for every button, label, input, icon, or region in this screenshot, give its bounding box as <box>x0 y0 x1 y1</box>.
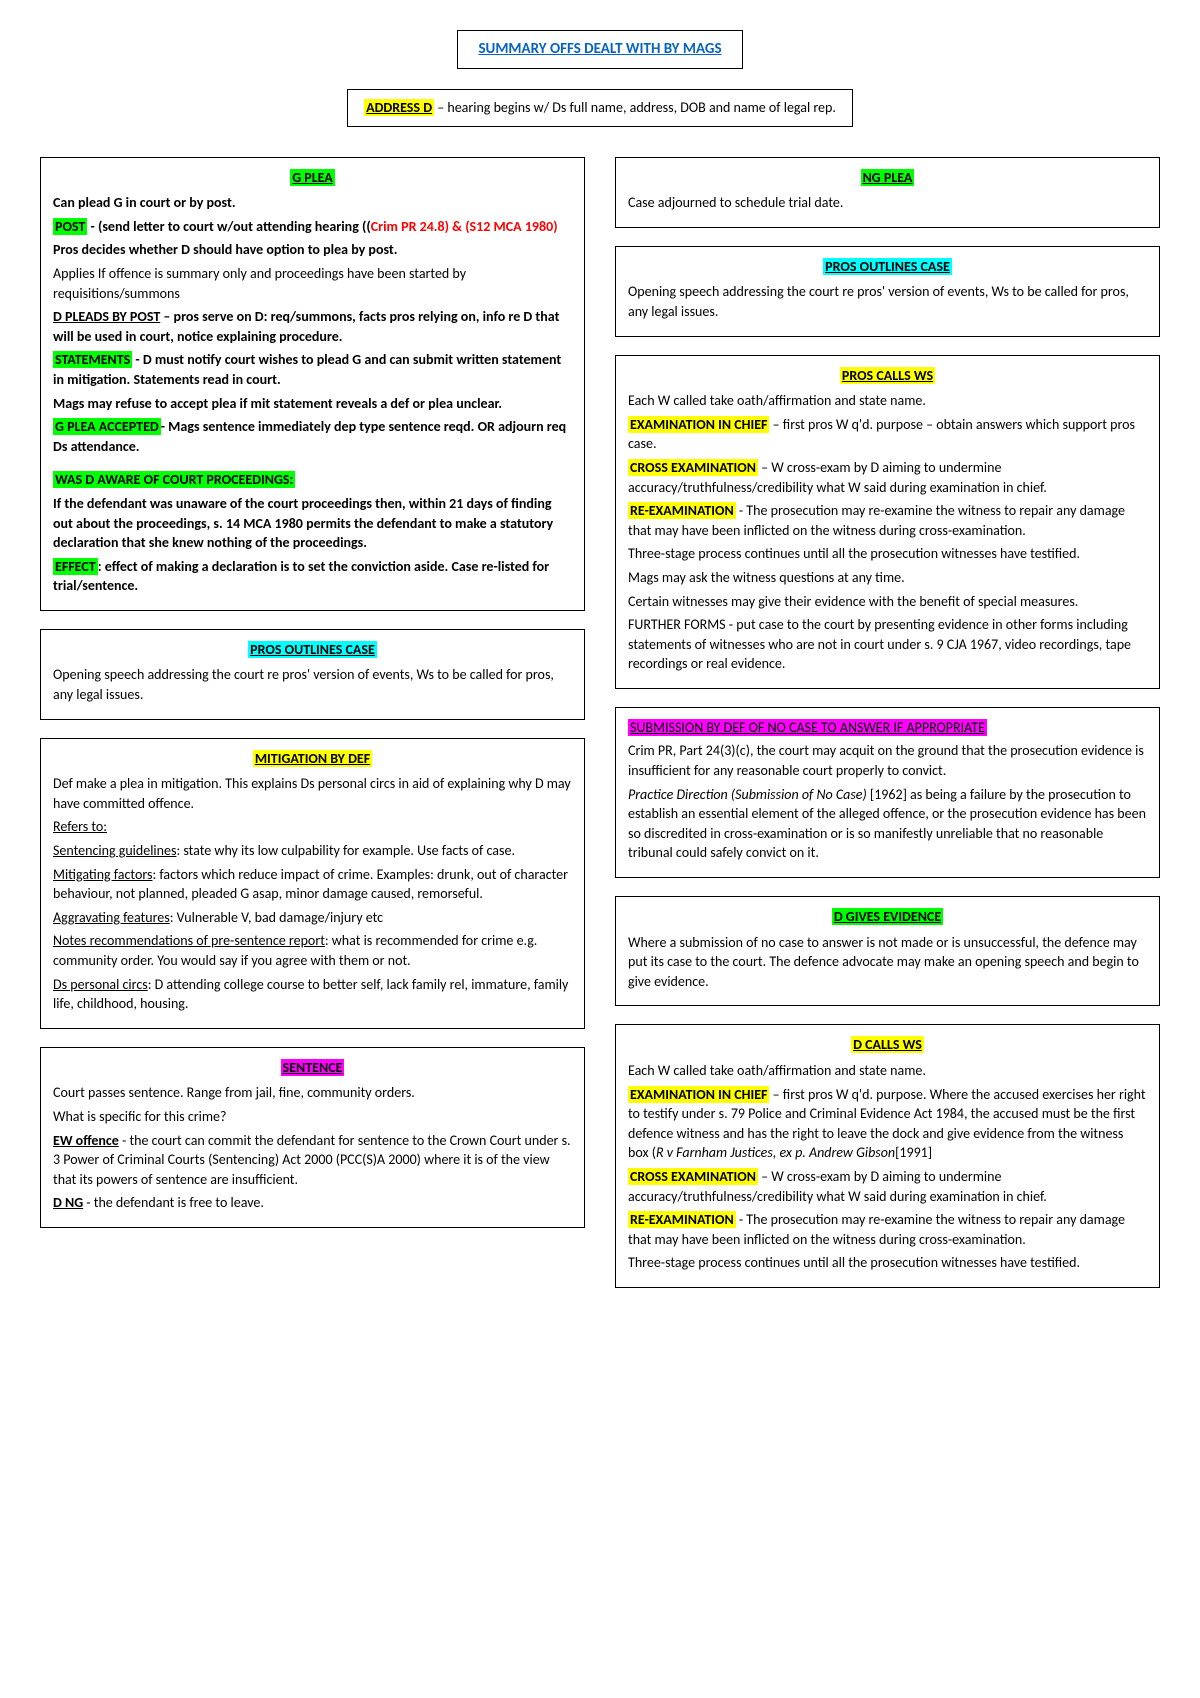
dcalls-l5: Three-stage process continues until all … <box>628 1253 1147 1273</box>
left-column: G PLEA Can plead G in court or by post. … <box>40 157 585 1288</box>
ngplea-box: NG PLEA Case adjourned to schedule trial… <box>615 157 1160 228</box>
address-box: ADDRESS D – hearing begins w/ Ds full na… <box>347 89 853 127</box>
mitigation-l1: Def make a plea in mitigation. This expl… <box>53 774 572 813</box>
proscalls-ce-lbl: CROSS EXAMINATION <box>628 459 758 476</box>
gplea-post-lbl: POST <box>53 218 87 235</box>
dcalls-l1: Each W called take oath/affirmation and … <box>628 1061 1147 1081</box>
proscalls-title: PROS CALLS WS <box>840 367 935 384</box>
dcalls-ce-lbl: CROSS EXAMINATION <box>628 1168 758 1185</box>
gplea-acc-lbl: G PLEA ACCEPTED <box>53 418 161 435</box>
page-title: SUMMARY OFFS DEALT WITH BY MAGS <box>478 40 721 58</box>
mitigation-sg-txt: : state why its low culpability for exam… <box>176 842 515 859</box>
sentence-ew-txt: - the court can commit the defendant for… <box>53 1132 571 1188</box>
mitigation-mf-lbl: Mitigating factors <box>53 866 152 883</box>
dcalls-eic-it: R v Farnham Justices, ex p. Andrew Gibso… <box>656 1144 895 1161</box>
dgives-txt: Where a submission of no case to answer … <box>628 933 1147 992</box>
submission-pd-it: Practice Direction (Submission of No Cas… <box>628 786 867 803</box>
proscalls-l7: Certain witnesses may give their evidenc… <box>628 592 1147 612</box>
right-column: NG PLEA Case adjourned to schedule trial… <box>615 157 1160 1288</box>
gplea-title: G PLEA <box>290 169 335 186</box>
mitigation-box: MITIGATION BY DEF Def make a plea in mit… <box>40 738 585 1029</box>
mitigation-af-lbl: Aggravating features <box>53 909 170 926</box>
outlines2-title: PROS OUTLINES CASE <box>823 258 952 275</box>
sentence-box: SENTENCE Court passes sentence. Range fr… <box>40 1047 585 1228</box>
dcalls-re-lbl: RE-EXAMINATION <box>628 1211 736 1228</box>
submission-title: SUBMISSION BY DEF OF NO CASE TO ANSWER I… <box>628 719 987 736</box>
gplea-post-red: Crim PR 24.8) & (S12 MCA 1980) <box>371 218 558 235</box>
mitigation-sg-lbl: Sentencing guidelines <box>53 842 176 859</box>
sentence-l1: Court passes sentence. Range from jail, … <box>53 1083 572 1103</box>
proscalls-l5: Three-stage process continues until all … <box>628 544 1147 564</box>
address-label: ADDRESS D <box>364 99 434 116</box>
mitigation-title: MITIGATION BY DEF <box>253 750 372 767</box>
proscalls-re-lbl: RE-EXAMINATION <box>628 502 736 519</box>
dcalls-eic-lbl: EXAMINATION IN CHIEF <box>628 1086 769 1103</box>
submission-box: SUBMISSION BY DEF OF NO CASE TO ANSWER I… <box>615 707 1160 878</box>
mitigation-nr-lbl: Notes recommendations of pre-sentence re… <box>53 932 325 949</box>
gplea-box: G PLEA Can plead G in court or by post. … <box>40 157 585 611</box>
sentence-l2: What is specific for this crime? <box>53 1107 572 1127</box>
dcalls-box: D CALLS WS Each W called take oath/affir… <box>615 1024 1160 1288</box>
ngplea-txt: Case adjourned to schedule trial date. <box>628 193 1147 213</box>
outlines1-title: PROS OUTLINES CASE <box>248 641 377 658</box>
gplea-l5-lbl: D PLEADS BY POST <box>53 308 160 325</box>
sentence-dng-lbl: D NG <box>53 1194 83 1211</box>
ngplea-title: NG PLEA <box>861 169 915 186</box>
gplea-eff-txt: : effect of making a declaration is to s… <box>53 558 549 595</box>
columns: G PLEA Can plead G in court or by post. … <box>40 157 1160 1288</box>
sentence-title: SENTENCE <box>281 1059 345 1076</box>
sentence-dng-txt: - the defendant is free to leave. <box>83 1194 264 1211</box>
gplea-l4: Applies If offence is summary only and p… <box>53 264 572 303</box>
mitigation-dp-lbl: Ds personal circs <box>53 976 148 993</box>
gplea-l7: Mags may refuse to accept plea if mit st… <box>53 394 572 414</box>
proscalls-l6: Mags may ask the witness questions at an… <box>628 568 1147 588</box>
dgives-title: D GIVES EVIDENCE <box>832 908 943 925</box>
proscalls-l1: Each W called take oath/affirmation and … <box>628 391 1147 411</box>
gplea-l1: Can plead G in court or by post. <box>53 193 572 213</box>
gplea-stmt-lbl: STATEMENTS <box>53 351 132 368</box>
page-title-box: SUMMARY OFFS DEALT WITH BY MAGS <box>457 30 742 69</box>
proscalls-box: PROS CALLS WS Each W called take oath/af… <box>615 355 1160 689</box>
proscalls-l8: FURTHER FORMS - put case to the court by… <box>628 615 1147 674</box>
gplea-l3: Pros decides whether D should have optio… <box>53 240 572 260</box>
gplea-post-txt: - (send letter to court w/out attending … <box>87 218 370 235</box>
mitigation-refers: Refers to: <box>53 817 572 837</box>
outlines1-txt: Opening speech addressing the court re p… <box>53 665 572 704</box>
proscalls-eic-lbl: EXAMINATION IN CHIEF <box>628 416 769 433</box>
dgives-box: D GIVES EVIDENCE Where a submission of n… <box>615 896 1160 1006</box>
gplea-aware-txt: If the defendant was unaware of the cour… <box>53 494 572 553</box>
outlines2-txt: Opening speech addressing the court re p… <box>628 282 1147 321</box>
outlines1-box: PROS OUTLINES CASE Opening speech addres… <box>40 629 585 720</box>
submission-l1: Crim PR, Part 24(3)(c), the court may ac… <box>628 741 1147 780</box>
address-text: – hearing begins w/ Ds full name, addres… <box>434 99 836 116</box>
sentence-ew-lbl: EW offence <box>53 1132 119 1149</box>
dcalls-eic-end: [1991] <box>895 1144 932 1161</box>
gplea-eff-lbl: EFFECT <box>53 558 98 575</box>
mitigation-af-txt: : Vulnerable V, bad damage/injury etc <box>170 909 383 926</box>
dcalls-title: D CALLS WS <box>851 1036 924 1053</box>
gplea-aware-lbl: WAS D AWARE OF COURT PROCEEDINGS: <box>53 471 295 488</box>
outlines2-box: PROS OUTLINES CASE Opening speech addres… <box>615 246 1160 337</box>
